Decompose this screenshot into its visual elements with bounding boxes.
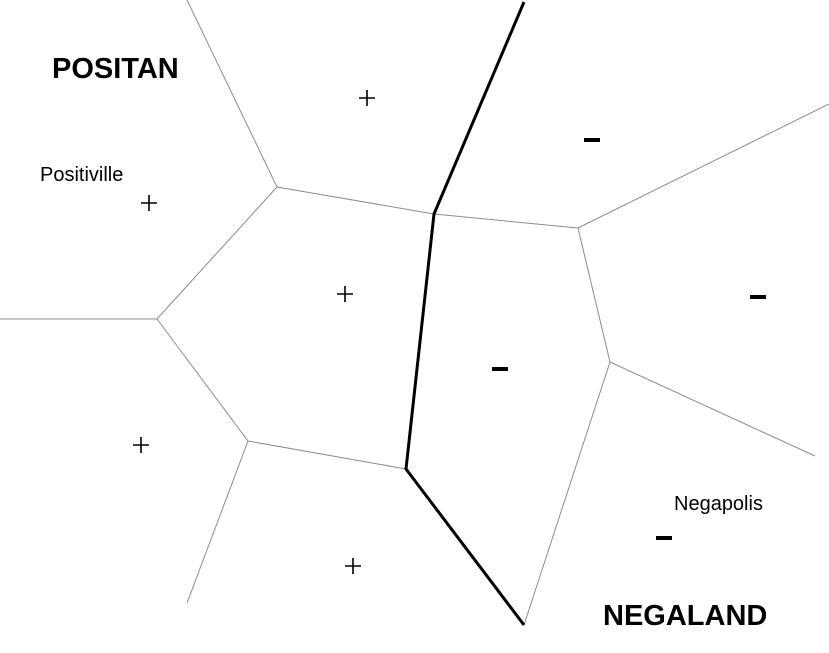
cell-edge: [186, 440, 249, 604]
cell-edge: [577, 227, 611, 363]
cell-edge: [577, 103, 829, 229]
plus-sign-icon: [141, 195, 157, 211]
city-label-negapolis: Negapolis: [674, 493, 763, 515]
region-border-line: [404, 1, 526, 626]
cell-edges: [0, 0, 829, 626]
cell-edge: [156, 318, 249, 442]
cell-edge: [247, 440, 407, 470]
plus-sign-icon: [337, 286, 353, 302]
cell-edge: [523, 361, 611, 626]
region-label-negaland: NEGALAND: [603, 600, 767, 632]
cell-edge: [609, 361, 816, 457]
negative-sites: [492, 138, 766, 540]
cell-edge: [156, 186, 278, 320]
positive-sites: [133, 90, 375, 574]
region-label-positan: POSITAN: [52, 53, 179, 85]
plus-sign-icon: [345, 558, 361, 574]
plus-sign-icon: [359, 90, 375, 106]
cell-edge: [433, 213, 579, 229]
cell-edge: [276, 186, 435, 215]
plus-sign-icon: [133, 437, 149, 453]
city-label-positiville: Positiville: [40, 164, 123, 186]
cell-edge: [186, 0, 278, 188]
